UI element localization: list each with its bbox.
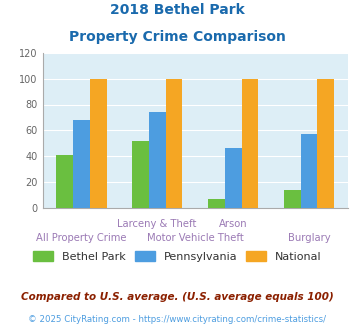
Bar xyxy=(225,148,241,208)
Bar xyxy=(284,190,301,208)
Legend: Bethel Park, Pennsylvania, National: Bethel Park, Pennsylvania, National xyxy=(29,247,326,267)
Text: © 2025 CityRating.com - https://www.cityrating.com/crime-statistics/: © 2025 CityRating.com - https://www.city… xyxy=(28,315,327,324)
Bar xyxy=(132,141,149,208)
Text: 2018 Bethel Park: 2018 Bethel Park xyxy=(110,3,245,17)
Text: All Property Crime: All Property Crime xyxy=(36,233,126,243)
Bar xyxy=(90,79,106,208)
Bar xyxy=(166,79,182,208)
Bar xyxy=(317,79,334,208)
Text: Property Crime Comparison: Property Crime Comparison xyxy=(69,30,286,44)
Text: Burglary: Burglary xyxy=(288,233,331,243)
Bar xyxy=(73,120,90,208)
Bar xyxy=(56,155,73,208)
Bar xyxy=(301,134,317,208)
Text: Arson: Arson xyxy=(219,219,248,229)
Bar xyxy=(241,79,258,208)
Bar xyxy=(149,112,166,208)
Text: Motor Vehicle Theft: Motor Vehicle Theft xyxy=(147,233,244,243)
Text: Compared to U.S. average. (U.S. average equals 100): Compared to U.S. average. (U.S. average … xyxy=(21,292,334,302)
Text: Larceny & Theft: Larceny & Theft xyxy=(118,219,197,229)
Bar xyxy=(208,199,225,208)
